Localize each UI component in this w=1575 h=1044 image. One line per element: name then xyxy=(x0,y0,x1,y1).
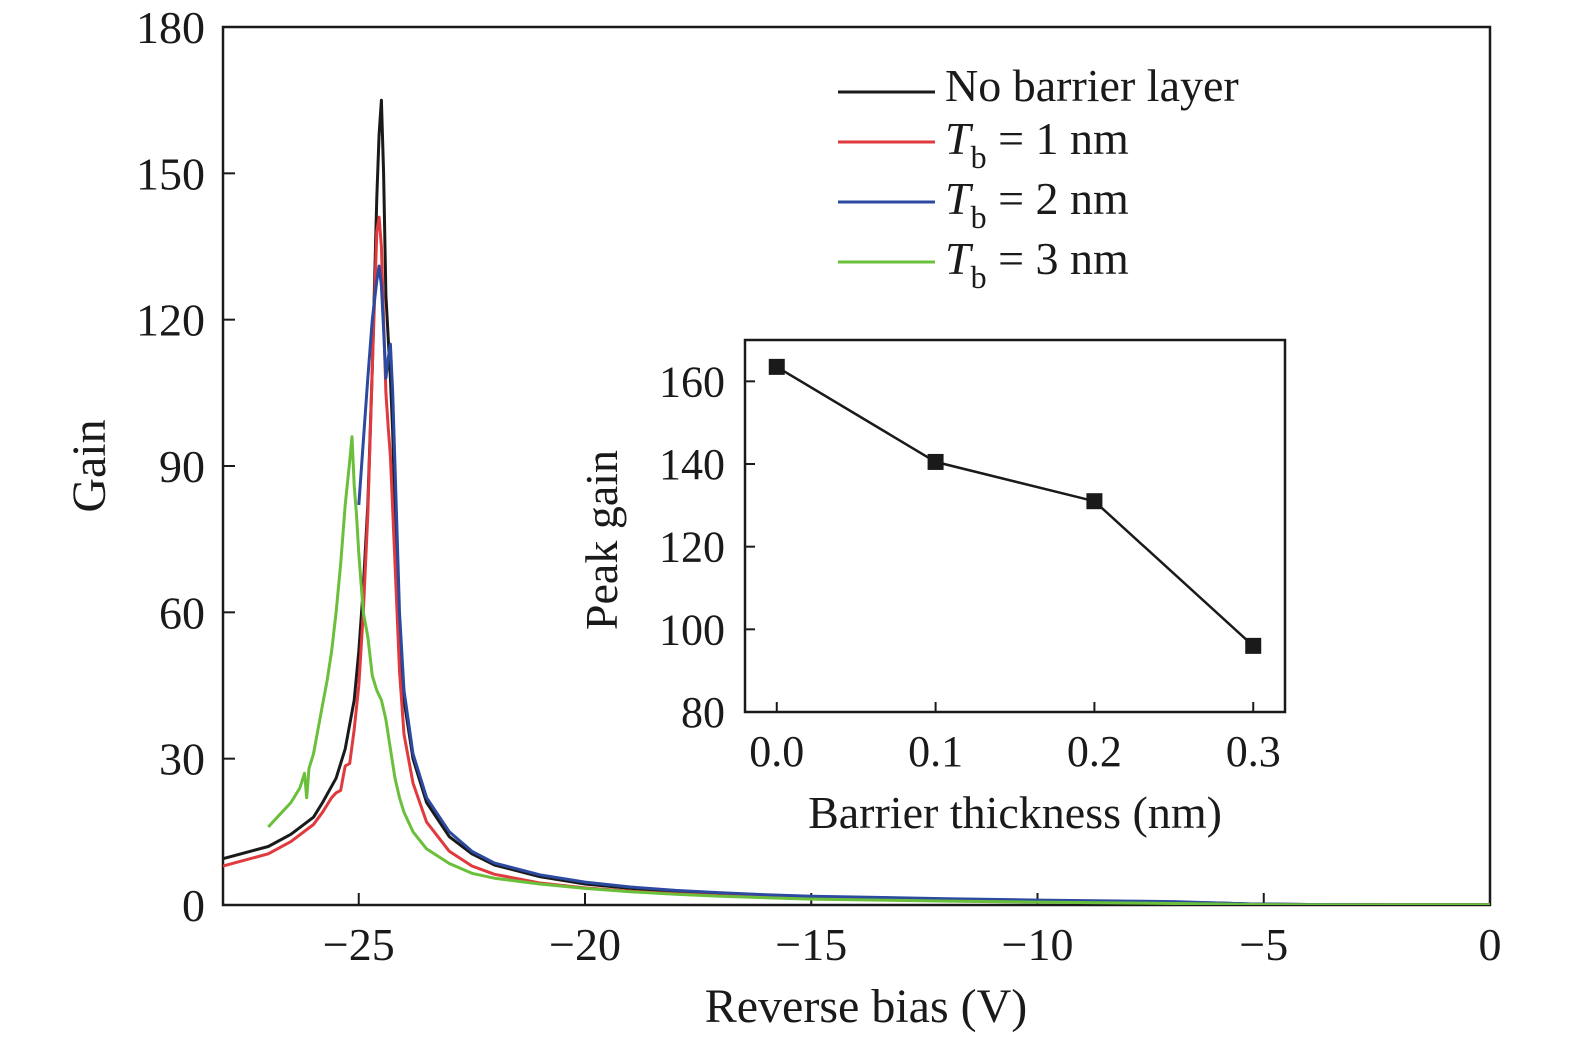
inset-x-tick-labels: 0.0 0.1 0.2 0.3 xyxy=(749,727,1280,776)
inset-y-tick-label: 120 xyxy=(659,523,725,572)
inset-chart: 0.0 0.1 0.2 0.3 80 100 120 140 160 Barrier thic… xyxy=(576,338,1287,838)
main-y-tick-label: 120 xyxy=(136,295,205,346)
main-y-tick-label: 30 xyxy=(159,734,205,785)
inset-series-line xyxy=(776,365,1255,647)
inset-x-tick-label: 0.3 xyxy=(1226,727,1281,776)
main-y-tick-label: 60 xyxy=(159,587,205,638)
legend-label-tb2: Tb = 2 nm xyxy=(945,173,1129,235)
main-y-axis-title: Gain xyxy=(63,419,116,512)
series-line-3 xyxy=(267,435,1490,905)
inset-y-tick-label: 160 xyxy=(659,357,725,406)
main-y-tick-labels: 0 30 60 90 120 150 180 xyxy=(136,2,205,931)
main-series-lines xyxy=(223,98,1490,905)
legend-label-tb1: Tb = 1 nm xyxy=(945,113,1129,175)
inset-y-tick-label: 140 xyxy=(659,440,725,489)
main-x-tick-label: −20 xyxy=(549,919,621,970)
inset-x-axis-title: Barrier thickness (nm) xyxy=(808,787,1222,838)
main-y-tick-label: 90 xyxy=(159,441,205,492)
legend-label-tb3: Tb = 3 nm xyxy=(945,233,1129,295)
main-x-tick-label: 0 xyxy=(1479,919,1502,970)
inset-y-tick-label: 100 xyxy=(659,605,725,654)
main-x-tick-label: −5 xyxy=(1239,919,1288,970)
main-x-tick-label: −25 xyxy=(323,919,395,970)
inset-x-tick-label: 0.0 xyxy=(749,727,804,776)
inset-y-tick-labels: 80 100 120 140 160 xyxy=(659,357,725,737)
main-y-tick-label: 150 xyxy=(136,148,205,199)
inset-marker-square xyxy=(768,358,785,375)
main-x-tick-labels: −25 −20 −15 −10 −5 0 xyxy=(323,919,1502,970)
main-x-tick-label: −10 xyxy=(1002,919,1074,970)
inset-y-tick-label: 80 xyxy=(681,688,725,737)
legend: No barrier layer Tb = 1 nm Tb = 2 nm Tb … xyxy=(838,60,1239,295)
inset-marker-square xyxy=(1245,637,1262,654)
series-line-2 xyxy=(357,264,1490,905)
legend-label-no-barrier: No barrier layer xyxy=(945,60,1239,111)
inset-x-tick-label: 0.1 xyxy=(908,727,963,776)
main-x-tick-label: −15 xyxy=(775,919,847,970)
inset-x-tick-label: 0.2 xyxy=(1067,727,1122,776)
main-chart: −25 −20 −15 −10 −5 0 0 30 60 90 120 150 180 Reverse… xyxy=(63,2,1502,1033)
main-y-tick-label: 0 xyxy=(182,880,205,931)
main-y-tick-label: 180 xyxy=(136,2,205,53)
inset-markers xyxy=(768,358,1262,654)
inset-axis-ticks xyxy=(745,380,1255,713)
inset-marker-square xyxy=(927,453,944,470)
inset-y-axis-title: Peak gain xyxy=(576,450,627,630)
inset-marker-square xyxy=(1086,493,1103,510)
inset-series-line xyxy=(776,365,1255,647)
main-x-axis-title: Reverse bias (V) xyxy=(705,980,1028,1033)
